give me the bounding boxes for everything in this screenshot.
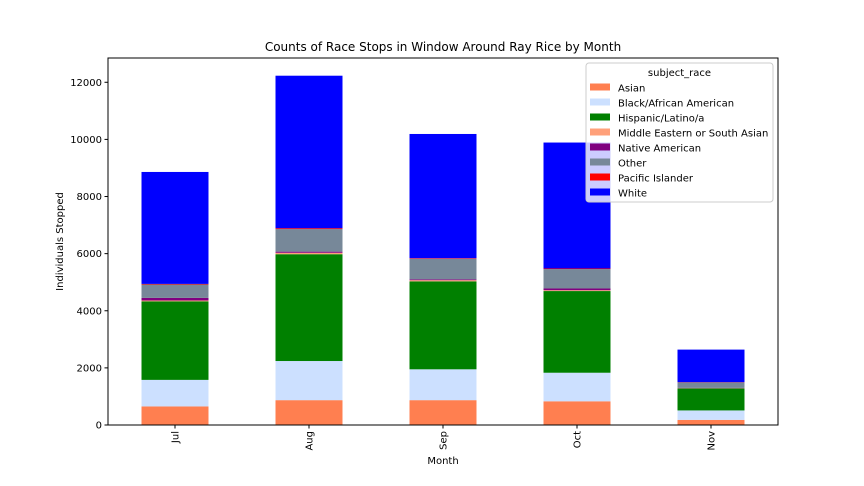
- bar-segment-aug-5: [275, 229, 343, 252]
- y-tick-label: 0: [96, 421, 102, 432]
- y-tick-label: 8000: [77, 192, 102, 203]
- legend-swatch: [590, 188, 610, 196]
- legend-label: White: [618, 189, 647, 200]
- bar-segment-sep-4: [409, 279, 477, 281]
- bar-segment-oct-6: [543, 268, 611, 270]
- bar-segment-oct-1: [543, 372, 611, 402]
- y-tick-label: 10000: [70, 135, 102, 146]
- y-axis-label: Individuals Stopped: [55, 192, 66, 291]
- bar-segment-sep-6: [409, 258, 477, 259]
- bar-segment-sep-7: [409, 133, 477, 259]
- x-tick-label-sep: Sep: [439, 431, 450, 450]
- x-tick-label-oct: Oct: [573, 431, 584, 448]
- legend-frame: [585, 62, 774, 203]
- bar-segment-oct-4: [543, 288, 611, 291]
- bar-segment-jul-2: [141, 301, 209, 380]
- bar-segment-jul-4: [141, 297, 209, 301]
- legend-label: Hispanic/Latino/a: [618, 114, 704, 125]
- x-axis: Jul Aug Sep Oct Nov: [171, 425, 718, 451]
- legend-swatch: [590, 143, 610, 151]
- bar-segment-sep-1: [409, 369, 477, 401]
- bar-segment-jul-6: [141, 283, 209, 285]
- legend-label: Native American: [618, 144, 701, 155]
- bar-segment-nov-0: [677, 419, 745, 425]
- legend-swatch: [590, 173, 610, 181]
- y-tick-label: 2000: [77, 363, 102, 374]
- bar-segment-aug-6: [275, 228, 343, 230]
- legend-swatch: [590, 83, 610, 91]
- chart-title: Counts of Race Stops in Window Around Ra…: [265, 40, 621, 54]
- x-tick-label-aug: Aug: [305, 431, 316, 451]
- bar-segment-jul-5: [141, 284, 209, 298]
- bar-segment-jul-0: [141, 406, 209, 425]
- legend-swatch: [590, 128, 610, 136]
- bar-segment-sep-5: [409, 258, 477, 280]
- legend-label: Asian: [618, 84, 645, 95]
- y-tick-label: 12000: [70, 78, 102, 89]
- bar-segment-nov-2: [677, 388, 745, 411]
- x-tick-label-nov: Nov: [707, 431, 718, 451]
- legend-label: Pacific Islander: [618, 174, 694, 185]
- legend-swatch: [590, 113, 610, 121]
- bars-layer: [141, 75, 745, 425]
- bar-segment-sep-0: [409, 400, 477, 425]
- x-tick-label-jul: Jul: [171, 431, 182, 444]
- legend-label: Black/African American: [618, 99, 734, 110]
- bar-segment-nov-5: [677, 382, 745, 388]
- bar-segment-oct-2: [543, 291, 611, 373]
- bar-segment-aug-0: [275, 400, 343, 425]
- legend-label: Other: [618, 159, 647, 170]
- bar-segment-sep-3: [409, 280, 477, 282]
- legend-items: Asian Black/African American Hispanic/Lati…: [590, 83, 768, 200]
- bar-segment-jul-3: [141, 300, 209, 302]
- bar-segment-nov-1: [677, 410, 745, 420]
- bar-segment-nov-7: [677, 349, 745, 383]
- legend-title: subject_race: [648, 68, 711, 79]
- bar-segment-aug-4: [275, 251, 343, 253]
- bar-segment-oct-0: [543, 401, 611, 425]
- bar-segment-aug-3: [275, 252, 343, 255]
- bar-segment-jul-1: [141, 379, 209, 407]
- legend-swatch: [590, 98, 610, 106]
- y-axis: 0 2000 4000 6000 8000 10000 12000: [70, 78, 108, 432]
- bar-segment-oct-3: [543, 290, 611, 292]
- bar-segment-sep-2: [409, 281, 477, 370]
- bar-segment-jul-7: [141, 171, 209, 284]
- y-tick-label: 6000: [77, 249, 102, 260]
- legend: subject_race Asian Black/African American…: [585, 62, 774, 203]
- x-axis-label: Month: [427, 456, 458, 467]
- legend-label: Middle Eastern or South Asian: [618, 129, 768, 140]
- bar-segment-oct-5: [543, 269, 611, 289]
- legend-swatch: [590, 158, 610, 166]
- bar-segment-aug-1: [275, 361, 343, 401]
- bar-segment-aug-2: [275, 254, 343, 362]
- bar-segment-aug-7: [275, 75, 343, 229]
- y-tick-label: 4000: [77, 306, 102, 317]
